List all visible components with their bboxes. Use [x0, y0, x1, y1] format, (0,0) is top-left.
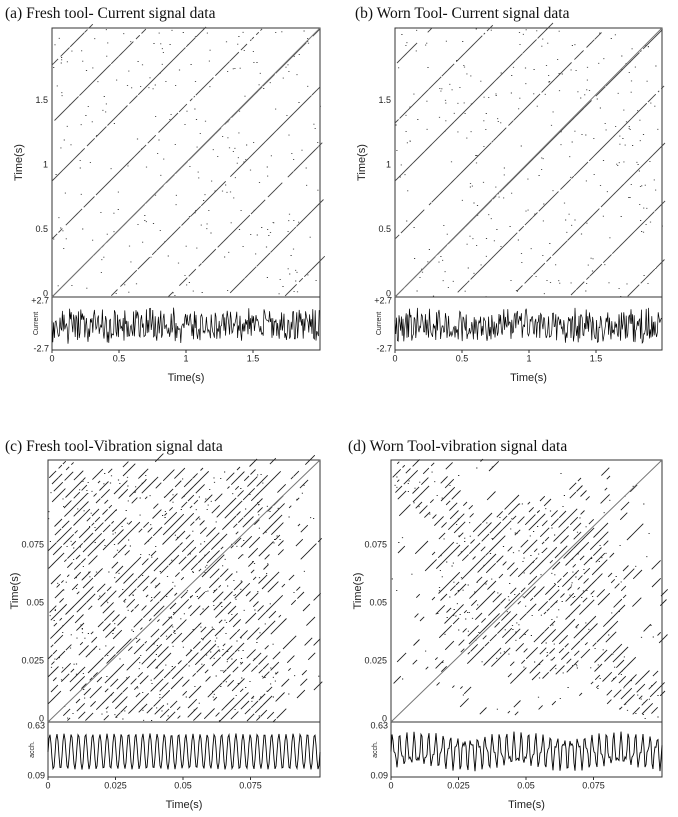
- y-axis-label: Time(s): [9, 573, 21, 610]
- x-tick-label: 1.5: [247, 353, 260, 363]
- y-tick-label: 0.075: [364, 539, 387, 549]
- signal-tick-label: 0.09: [370, 770, 388, 780]
- signal-trace: [394, 307, 662, 345]
- x-tick-label: 0: [392, 353, 397, 363]
- x-axis-label: Time(s): [508, 799, 545, 811]
- y-tick-label: 0.05: [26, 597, 44, 607]
- y-axis-label: Time(s): [356, 144, 368, 181]
- x-tick-label: 0.5: [456, 353, 469, 363]
- signal-tick-label: -2.7: [33, 343, 49, 353]
- x-tick-label: 1.5: [590, 353, 603, 363]
- y-tick-label: 0.025: [21, 655, 44, 665]
- plot-frame: [51, 27, 321, 351]
- panel-title: (c) Fresh tool-Vibration signal data: [5, 438, 223, 455]
- panel-title: (d) Worn Tool-vibration signal data: [348, 438, 567, 455]
- signal-tick-label: -2.7: [376, 343, 392, 353]
- y-axis-label: Time(s): [13, 144, 25, 181]
- y-tick-label: 0: [382, 713, 387, 723]
- y-axis-label: Time(s): [352, 573, 364, 610]
- x-tick-label: 0.025: [104, 780, 127, 790]
- x-tick-label: 0.025: [447, 780, 470, 790]
- plot-frame: [390, 459, 663, 778]
- signal-trace: [51, 307, 320, 344]
- signal-tick-label: 0.63: [370, 720, 388, 730]
- signal-tick-label: 0.63: [27, 720, 45, 730]
- signal-trace: [47, 732, 321, 771]
- x-tick-label: 0: [388, 780, 393, 790]
- y-tick-label: 1.5: [378, 95, 391, 105]
- x-tick-label: 0: [49, 353, 54, 363]
- y-tick-label: 0.5: [35, 224, 48, 234]
- y-tick-label: 1: [43, 159, 48, 169]
- main-diagonal: [390, 459, 663, 723]
- plot-frame: [394, 27, 663, 351]
- y-tick-label: 0.025: [364, 655, 387, 665]
- y-tick-label: 0: [39, 713, 44, 723]
- y-tick-label: 0.075: [21, 539, 44, 549]
- panel-title: (b) Worn Tool- Current signal data: [355, 5, 570, 22]
- y-tick-label: 1.5: [35, 95, 48, 105]
- y-tick-label: 0: [386, 288, 391, 298]
- main-diagonal: [394, 27, 663, 298]
- y-tick-label: 0.05: [369, 597, 387, 607]
- signal-tick-label: 0.09: [27, 770, 45, 780]
- signal-trace: [390, 731, 663, 772]
- signal-tick-label: +2.7: [31, 295, 49, 305]
- x-axis-label: Time(s): [166, 799, 203, 811]
- y-tick-label: 0.5: [378, 224, 391, 234]
- signal-tick-label: +2.7: [374, 295, 392, 305]
- y-tick-label: 1: [386, 159, 391, 169]
- signal-label: Current: [376, 312, 383, 335]
- signal-label: acch.: [372, 741, 379, 758]
- x-axis-label: Time(s): [510, 372, 547, 384]
- main-diagonal: [51, 27, 321, 298]
- recurrence-points: [47, 453, 323, 723]
- signal-label: acch.: [29, 741, 36, 758]
- signal-label: Current: [33, 312, 40, 335]
- x-tick-label: 0.05: [517, 780, 535, 790]
- recurrence-points: [394, 22, 666, 298]
- x-tick-label: 0.05: [174, 780, 192, 790]
- x-tick-label: 0.075: [239, 780, 262, 790]
- x-tick-label: 0.5: [113, 353, 126, 363]
- x-tick-label: 0.075: [582, 780, 605, 790]
- panel-title: (a) Fresh tool- Current signal data: [5, 5, 216, 22]
- x-tick-label: 0: [45, 780, 50, 790]
- x-tick-label: 1: [526, 353, 531, 363]
- plot-frame: [47, 459, 321, 778]
- x-axis-label: Time(s): [168, 372, 205, 384]
- recurrence-points: [391, 458, 669, 720]
- y-tick-label: 0: [43, 288, 48, 298]
- x-tick-label: 1: [183, 353, 188, 363]
- main-diagonal: [47, 459, 321, 723]
